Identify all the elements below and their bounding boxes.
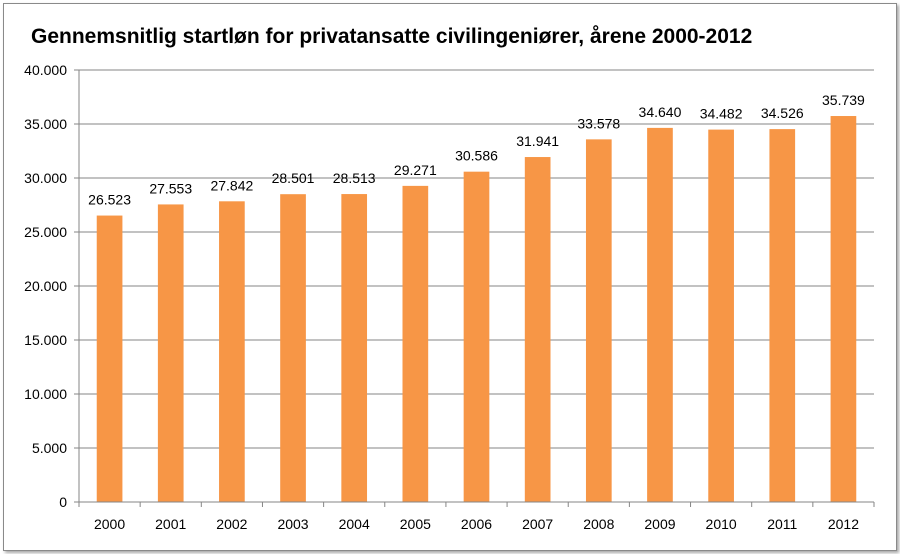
bar (96, 215, 123, 502)
bar (524, 157, 551, 502)
y-tick-label: 10.000 (24, 386, 67, 402)
chart-frame (3, 3, 897, 551)
data-labels: 26.523 27.553 27.842 28.501 28.513 29.271 30.5… (88, 92, 865, 208)
axes: 0 5.000 10.000 15.000 20.000 25.000 30.000 35.0… (24, 62, 875, 532)
data-label: 34.640 (639, 104, 682, 120)
bar (402, 185, 429, 502)
x-tick-label: 2011 (767, 516, 797, 532)
x-tick-label: 2007 (522, 516, 553, 532)
bar (708, 129, 734, 502)
data-label: 27.842 (210, 177, 253, 193)
bar (769, 129, 796, 502)
bar (585, 139, 612, 502)
y-tick-label: 5.000 (32, 440, 67, 456)
x-tick-label: 2003 (277, 516, 308, 532)
data-label: 29.271 (394, 162, 437, 178)
bars (96, 116, 857, 502)
y-tick-label: 15.000 (24, 332, 67, 348)
bar (647, 127, 673, 502)
y-tick-label: 0 (59, 494, 67, 510)
y-tick-label: 20.000 (24, 278, 67, 294)
data-label: 34.526 (761, 105, 804, 121)
bar (341, 194, 368, 502)
bar (219, 201, 245, 502)
data-label: 28.501 (272, 170, 315, 186)
data-label: 26.523 (88, 192, 131, 208)
data-label: 33.578 (577, 115, 620, 131)
data-label: 30.586 (455, 148, 498, 164)
x-tick-label: 2008 (583, 516, 614, 532)
x-tick-label: 2005 (400, 516, 431, 532)
bar (463, 171, 490, 502)
x-tick-label: 2006 (461, 516, 492, 532)
x-tick-label: 2002 (216, 516, 247, 532)
y-tick-label: 35.000 (24, 116, 67, 132)
x-tick-label: 2001 (155, 516, 186, 532)
data-label: 35.739 (822, 92, 865, 108)
bar (830, 116, 857, 502)
x-tick-label: 2010 (706, 516, 737, 532)
y-tick-label: 30.000 (24, 170, 67, 186)
chart-title: Gennemsnitlig startløn for privatansatte… (31, 25, 752, 48)
x-tick-label: 2012 (828, 516, 859, 532)
y-tick-label: 25.000 (24, 224, 67, 240)
bar (157, 204, 184, 502)
data-label: 31.941 (516, 133, 559, 149)
bar (280, 194, 306, 502)
x-tick-label: 2009 (644, 516, 675, 532)
data-label: 27.553 (149, 180, 192, 196)
x-tick-label: 2000 (94, 516, 125, 532)
x-tick-label: 2004 (339, 516, 370, 532)
y-tick-label: 40.000 (24, 62, 67, 78)
data-label: 34.482 (700, 106, 743, 122)
data-label: 28.513 (333, 170, 376, 186)
